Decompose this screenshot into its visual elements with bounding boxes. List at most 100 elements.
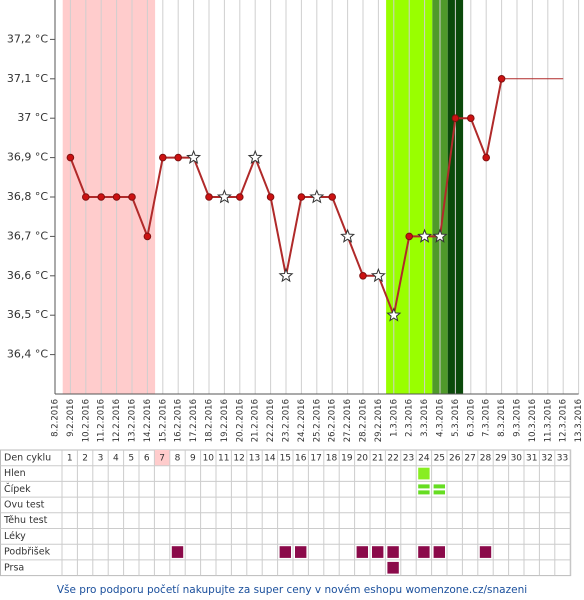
dot-marker [482, 153, 491, 162]
cell-mark [171, 546, 184, 558]
stripe [418, 490, 430, 495]
x-tick-label: 3.3.2016 [420, 399, 430, 437]
dot-marker [112, 193, 121, 201]
dot-marker [66, 153, 75, 162]
star-marker [186, 149, 202, 165]
x-tick-label: 27.2.2016 [343, 399, 353, 442]
y-tick-label: 36,5 °C [7, 308, 48, 321]
row-label: Hlen [4, 468, 26, 479]
dot-marker [143, 232, 152, 241]
footer-link[interactable]: Vše pro podporu početí nakupujte za supe… [57, 584, 527, 596]
star-marker [216, 189, 232, 204]
y-tick-label: 36,9 °C [7, 151, 48, 164]
dot-marker [174, 153, 182, 162]
y-tick-label: 37 °C [17, 111, 48, 124]
x-tick-label: 13.3.2016 [574, 399, 584, 442]
dot-marker [405, 232, 414, 241]
x-tick-label: 14.2.2016 [143, 399, 153, 442]
y-tick-label: 36,6 °C [7, 269, 48, 282]
x-tick-label: 17.2.2016 [189, 399, 199, 442]
day-number: 31 [526, 453, 537, 463]
cell-mark [279, 546, 291, 558]
cell-mark [387, 546, 399, 558]
dot-marker [128, 193, 136, 201]
row-label: Léky [4, 531, 26, 542]
y-tick-label: 37,1 °C [7, 72, 48, 85]
cell-mark [433, 546, 445, 558]
star-marker [278, 267, 294, 283]
day-number: 25 [434, 453, 445, 463]
cell-mark [479, 546, 492, 558]
x-tick-label: 26.2.2016 [328, 399, 338, 442]
dot-marker [205, 193, 213, 201]
day-number: 5 [128, 453, 134, 463]
x-tick-label: 11.2.2016 [97, 399, 107, 442]
dot-marker [97, 193, 105, 201]
x-tick-label: 18.2.2016 [205, 399, 215, 442]
cell-mark [387, 561, 399, 574]
day-number: 12 [233, 453, 244, 463]
x-tick-label: 21.2.2016 [251, 399, 261, 442]
x-tick-label: 2.3.2016 [405, 399, 415, 437]
x-tick-label: 29.2.2016 [374, 399, 384, 442]
star-marker [309, 189, 325, 204]
row-label: Ovu test [4, 499, 45, 510]
day-number: 27 [464, 453, 475, 463]
day-number: 29 [495, 453, 507, 463]
x-tick-label: 13.2.2016 [128, 399, 138, 442]
x-tick-label: 8.3.2016 [497, 399, 507, 437]
dot-marker [497, 75, 506, 83]
dot-marker [451, 114, 460, 122]
x-tick-label: 12.3.2016 [559, 399, 569, 442]
day-number: 19 [341, 453, 353, 463]
day-number: 33 [557, 453, 568, 463]
cell-mark [418, 467, 430, 480]
x-tick-label: 8.2.2016 [51, 399, 61, 437]
star-marker [370, 267, 386, 283]
x-tick-label: 10.3.2016 [528, 399, 538, 442]
row-label: Těhu test [3, 515, 48, 526]
star-marker [386, 307, 402, 322]
x-tick-label: 28.2.2016 [359, 399, 369, 442]
table-header: Den cyklu [4, 452, 51, 463]
star-marker [247, 149, 263, 165]
x-tick-label: 15.2.2016 [158, 399, 168, 442]
stripe [433, 484, 445, 489]
dot-marker [359, 272, 367, 280]
day-number: 18 [326, 453, 338, 463]
x-tick-label: 23.2.2016 [282, 399, 292, 442]
day-number: 3 [98, 453, 104, 463]
day-number: 22 [387, 453, 398, 463]
day-number: 26 [449, 453, 461, 463]
day-number: 20 [357, 453, 369, 463]
day-number: 2 [82, 453, 88, 463]
day-number: 30 [511, 453, 523, 463]
y-tick-label: 37,2 °C [7, 32, 48, 45]
dot-marker [297, 193, 306, 201]
x-tick-label: 9.2.2016 [66, 399, 76, 437]
x-tick-label: 12.2.2016 [112, 399, 122, 442]
day-number: 23 [403, 453, 414, 463]
day-number: 10 [203, 453, 215, 463]
star-marker [432, 228, 448, 243]
row-label: Podbřišek [4, 547, 51, 558]
x-tick-label: 16.2.2016 [174, 399, 184, 442]
day-number: 28 [480, 453, 492, 463]
x-tick-label: 5.3.2016 [451, 399, 461, 437]
x-tick-label: 25.2.2016 [312, 399, 322, 442]
x-tick-label: 4.3.2016 [436, 399, 446, 437]
dot-marker [82, 193, 90, 201]
y-tick-label: 36,7 °C [7, 229, 48, 242]
day-number: 9 [190, 453, 196, 463]
day-number: 16 [295, 453, 307, 463]
cell-mark [295, 546, 307, 558]
x-tick-label: 19.2.2016 [220, 399, 230, 442]
x-tick-label: 11.3.2016 [543, 399, 553, 442]
stripe [433, 490, 445, 495]
dot-marker [159, 153, 167, 162]
cell-mark [418, 546, 430, 558]
day-number: 24 [418, 453, 430, 463]
x-tick-label: 6.3.2016 [466, 399, 476, 437]
cell-mark [356, 546, 368, 558]
